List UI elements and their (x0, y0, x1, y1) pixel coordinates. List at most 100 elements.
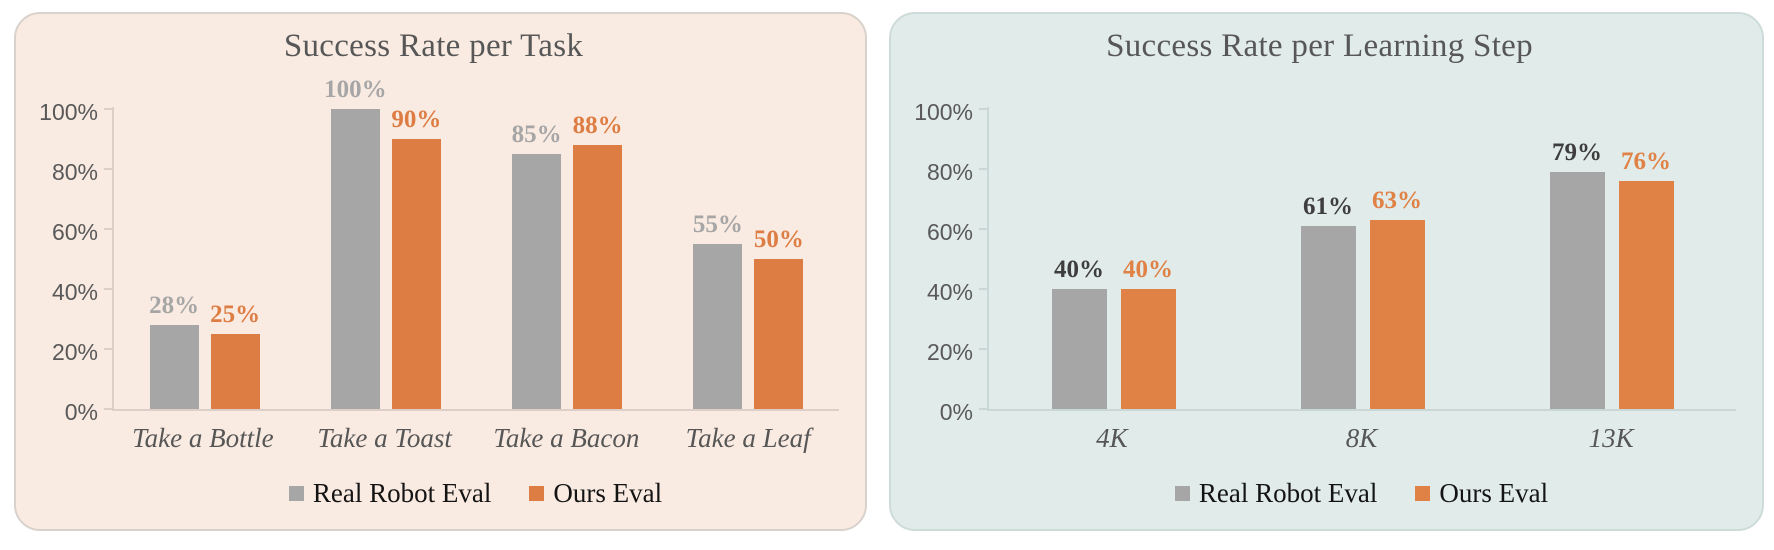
legend-swatch-icon (529, 486, 545, 501)
bar-with-label: 88% (572, 112, 623, 409)
y-axis-tick-label: 80% (926, 159, 974, 185)
y-axis-tick-label: 60% (926, 219, 974, 245)
y-axis-tick-label: 0% (64, 399, 98, 425)
y-axis-tick-label: 60% (51, 219, 98, 245)
legend-swatch-icon (1415, 486, 1431, 501)
y-axis-tick-mark (104, 408, 112, 410)
panel-success-rate-per-learning-step: Success Rate per Learning Step 100% 80% 60… (889, 12, 1764, 531)
bar-value-label: 79% (1552, 139, 1603, 166)
bar-with-label: 40% (1051, 256, 1107, 409)
x-axis-category-label: Take a Bacon (493, 423, 640, 453)
legend-swatch-icon (288, 486, 304, 501)
plot-area-row: 100% 80% 60% 40% 20% 0% 40% 40% 61% 63% 79% 76% (903, 95, 1736, 424)
bar-value-label: 85% (511, 121, 562, 148)
bar-value-label: 76% (1621, 148, 1672, 175)
bar-with-label: 40% (1120, 256, 1176, 409)
bar-value-label: 40% (1054, 256, 1105, 283)
y-axis-tick-mark (979, 288, 988, 290)
bar-with-label: 90% (391, 106, 442, 409)
bar-groups: 28% 25% 100% 90% 85% 88% 55% 50% (114, 77, 839, 409)
plot-area: 40% 40% 61% 63% 79% 76% (979, 107, 1736, 411)
x-axis-category-label: Take a Toast (317, 423, 452, 453)
bar-with-label: 85% (511, 121, 562, 409)
bar-group: 28% 25% (114, 293, 295, 409)
bar-with-label: 76% (1618, 148, 1674, 409)
y-axis-tick-mark (979, 408, 988, 410)
legend-item: Ours Eval (529, 480, 662, 507)
legend-item: Ours Eval (1415, 480, 1548, 507)
y-axis-tick-mark (104, 348, 112, 350)
bar-chart-learning-step: 100% 80% 60% 40% 20% 0% 40% 40% 61% 63% 79% 76% 4K 8K… (903, 95, 1736, 507)
y-axis-tick-mark (104, 228, 112, 230)
bar-real-robot-eval (693, 244, 743, 409)
bar-group: 61% 63% (1238, 188, 1487, 409)
bar-with-label: 25% (210, 301, 261, 409)
bar-ours-eval (754, 259, 804, 409)
x-axis-category-label: 13K (1588, 423, 1634, 453)
bar-real-robot-eval (1549, 172, 1605, 409)
y-axis-tick-mark (979, 228, 988, 230)
y-axis-tick-label: 20% (51, 339, 98, 365)
x-axis-category-label: 8K (1345, 423, 1378, 453)
legend-label: Real Robot Eval (1198, 478, 1378, 508)
bar-real-robot-eval (512, 154, 562, 409)
legend-swatch-icon (1174, 486, 1190, 501)
y-axis-labels: 100% 80% 60% 40% 20% 0% (28, 101, 112, 424)
panel-success-rate-per-task: Success Rate per Task 100% 80% 60% 40% 20% 0%… (14, 12, 868, 531)
bar-chart-task: 100% 80% 60% 40% 20% 0% 28% 25% 100% 90% 85% 88% 55%… (28, 77, 840, 507)
bar-groups: 40% 40% 61% 63% 79% 76% (989, 140, 1736, 409)
bar-value-label: 61% (1303, 193, 1354, 220)
y-axis-labels: 100% 80% 60% 40% 20% 0% (903, 101, 987, 424)
legend-label: Real Robot Eval (312, 478, 492, 508)
bar-ours-eval (210, 334, 260, 409)
x-axis-labels: Take a Bottle Take a Toast Take a Bacon Tak… (112, 423, 839, 454)
x-axis-category-label: Take a Bottle (132, 423, 274, 453)
bar-value-label: 88% (572, 112, 623, 139)
bar-ours-eval (1369, 220, 1425, 409)
legend: Real Robot Eval Ours Eval (112, 480, 839, 507)
y-axis-tick-label: 100% (39, 99, 98, 125)
bar-real-robot-eval (149, 325, 199, 409)
y-axis-tick-label: 40% (51, 279, 98, 305)
bar-real-robot-eval (1300, 226, 1356, 409)
y-axis-tick-label: 100% (914, 99, 974, 125)
bar-with-label: 61% (1300, 193, 1356, 409)
y-axis-tick-label: 80% (51, 159, 98, 185)
bar-value-label: 100% (324, 76, 387, 103)
y-axis-tick-mark (979, 168, 988, 170)
bar-value-label: 25% (210, 301, 261, 328)
chart-title: Success Rate per Task (283, 28, 584, 64)
chart-title: Success Rate per Learning Step (1106, 28, 1533, 64)
bar-value-label: 28% (149, 292, 200, 319)
x-axis-category-label: 4K (1096, 423, 1128, 453)
bar-group: 55% 50% (658, 212, 839, 409)
bar-with-label: 28% (149, 292, 200, 409)
bar-value-label: 55% (692, 211, 743, 238)
bar-with-label: 63% (1369, 188, 1425, 409)
bar-value-label: 40% (1123, 256, 1174, 283)
legend-item: Real Robot Eval (288, 478, 492, 508)
bar-group: 85% 88% (477, 113, 658, 409)
y-axis-tick-label: 20% (926, 339, 974, 365)
bar-group: 79% 76% (1487, 140, 1736, 409)
bar-value-label: 90% (391, 106, 442, 133)
bar-group: 40% 40% (989, 257, 1238, 409)
bar-value-label: 50% (753, 226, 804, 253)
y-axis-tick-mark (104, 288, 112, 290)
legend-item: Real Robot Eval (1174, 478, 1378, 508)
y-axis-tick-label: 0% (939, 399, 974, 425)
y-axis-tick-mark (979, 348, 988, 350)
x-axis-category-label: Take a Leaf (685, 423, 811, 453)
x-axis-labels: 4K 8K 13K (987, 423, 1736, 454)
bar-ours-eval (573, 145, 623, 409)
bar-ours-eval (1618, 181, 1674, 409)
y-axis-tick-mark (104, 168, 112, 170)
plot-area: 28% 25% 100% 90% 85% 88% 55% 50% (104, 77, 840, 411)
bar-real-robot-eval (330, 109, 380, 409)
y-axis-tick-mark (979, 108, 988, 110)
bar-ours-eval (391, 139, 441, 409)
bar-with-label: 55% (692, 211, 743, 409)
bar-group: 100% 90% (295, 77, 476, 409)
y-axis-tick-label: 40% (926, 279, 974, 305)
